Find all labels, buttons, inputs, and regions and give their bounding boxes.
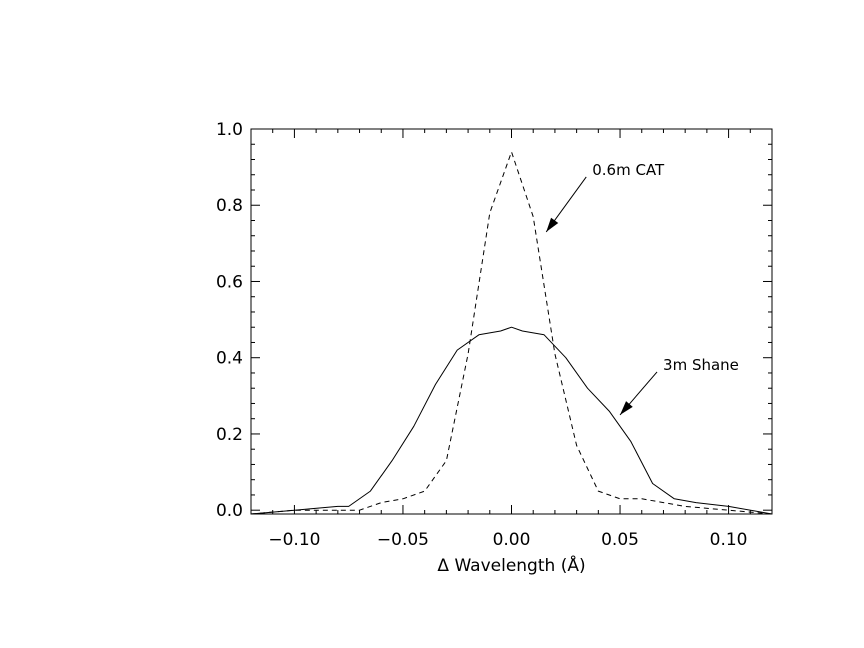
x-axis-label: Δ Wavelength (Å) (437, 554, 585, 576)
annotation-label-0-6m-cat: 0.6m CAT (592, 161, 665, 179)
x-tick-label: −0.10 (268, 530, 320, 550)
y-tick-label: 0.6 (216, 272, 243, 292)
annotations: 0.6m CAT 3m Shane (545, 161, 739, 416)
axis-ticks (250, 128, 773, 514)
series-lines (250, 151, 773, 515)
series-line-3m-shane (250, 326, 773, 515)
y-tick-label: 0.2 (216, 425, 243, 445)
x-tick-label: −0.05 (377, 530, 429, 550)
x-tick-label: 0.10 (710, 530, 748, 550)
annotation-arrowhead-3m-shane (620, 401, 633, 415)
annotation-label-3m-shane: 3m Shane (663, 356, 739, 374)
x-tick-label: 0.00 (493, 530, 531, 550)
y-tick-label: 0.8 (216, 196, 243, 216)
x-tick-label: 0.05 (601, 530, 639, 550)
axis-labels: −0.10 −0.05 0.00 0.05 0.10 0.0 0.2 0.4 0.6 0.8 1.0… (216, 120, 748, 576)
annotation-arrowhead-0-6m-cat (546, 217, 559, 232)
y-tick-label: 0.4 (216, 349, 243, 369)
plot-frame (250, 128, 773, 515)
y-tick-label: 0.0 (216, 501, 243, 521)
y-tick-label: 1.0 (216, 120, 243, 140)
series-line-0-6m-cat (250, 151, 773, 515)
